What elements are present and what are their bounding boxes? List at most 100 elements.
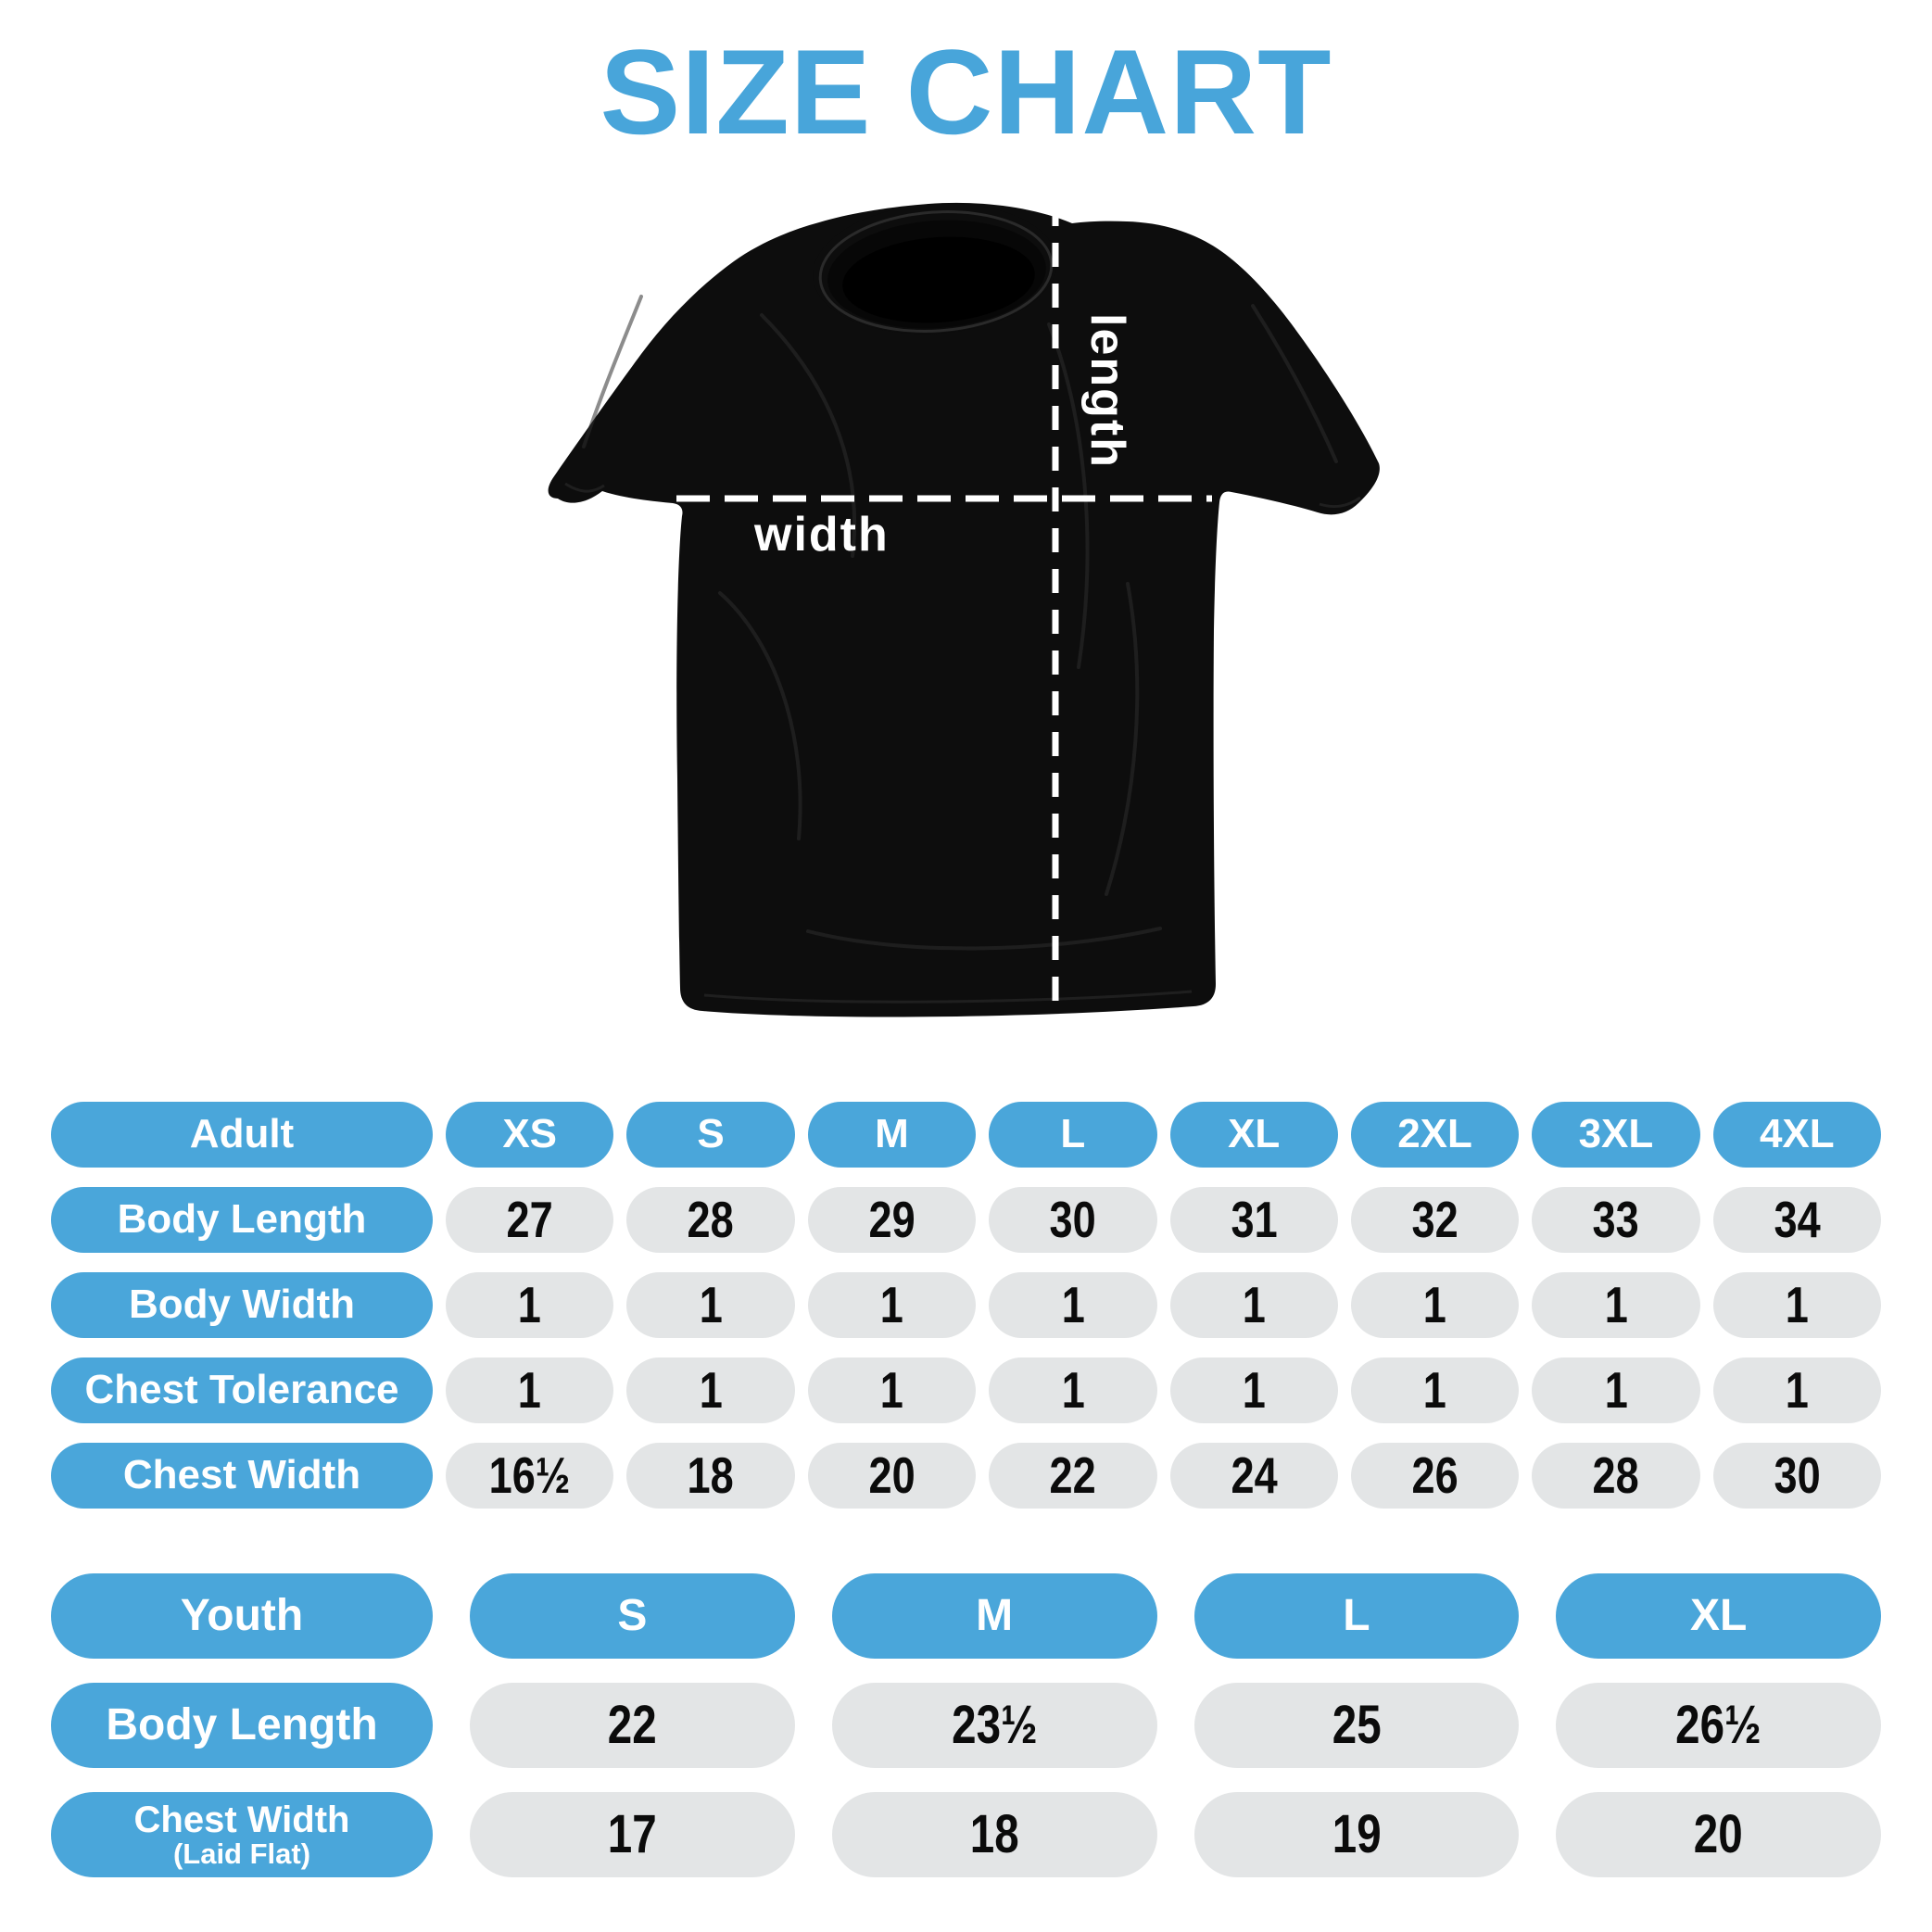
cell-text: 17 [607, 1803, 657, 1864]
cell-text: 22 [1049, 1446, 1096, 1504]
youth-row-label-chest-width: Chest Width (Laid Flat) [51, 1792, 433, 1877]
cell-text: 18 [969, 1803, 1019, 1864]
tshirt-diagram: length width [530, 148, 1410, 1033]
cell-text: 29 [868, 1190, 915, 1248]
adult-value-cell: 1 [807, 1357, 977, 1423]
youth-value-cell: 23½ [831, 1683, 1157, 1768]
adult-value-cell: 31 [1169, 1187, 1338, 1253]
cell-text: 30 [1049, 1190, 1096, 1248]
adult-value-cell: 1 [1532, 1357, 1700, 1423]
youth-size-header-xl: XL [1556, 1573, 1881, 1659]
cell-text: 1 [518, 1275, 542, 1333]
cell-text: 18 [687, 1446, 735, 1504]
adult-value-cell: 1 [446, 1272, 614, 1338]
youth-size-table: Youth S M L XL Body Length 22 23½ 25 26½… [51, 1573, 1881, 1877]
adult-value-cell: 29 [807, 1187, 977, 1253]
adult-value-cell: 1 [626, 1357, 795, 1423]
youth-table-title-pill: Youth [51, 1573, 433, 1659]
adult-row-label-chest-tolerance: Chest Tolerance [51, 1357, 433, 1423]
cell-text: 33 [1592, 1190, 1640, 1248]
adult-value-cell: 34 [1712, 1187, 1881, 1253]
youth-row-label-body-length: Body Length [51, 1683, 433, 1768]
page-title: SIZE CHART [600, 24, 1332, 159]
adult-size-header-s: S [626, 1102, 795, 1168]
adult-size-header-m: M [807, 1102, 977, 1168]
hem-stitching [564, 482, 1361, 1004]
measurement-annotations: length width [676, 202, 1212, 1008]
adult-size-header-3xl: 3XL [1532, 1102, 1700, 1168]
adult-size-header-4xl: 4XL [1712, 1102, 1881, 1168]
cell-text: 22 [607, 1694, 657, 1755]
cell-text: 16½ [488, 1446, 571, 1504]
cell-text: 23½ [951, 1694, 1038, 1755]
cell-text: 19 [1332, 1803, 1382, 1864]
cell-text: 1 [1242, 1275, 1266, 1333]
youth-size-header-l: L [1193, 1573, 1520, 1659]
adult-size-header-2xl: 2XL [1350, 1102, 1520, 1168]
cell-text: 25 [1332, 1694, 1382, 1755]
youth-value-cell: 19 [1193, 1792, 1520, 1877]
cell-text: 28 [1592, 1446, 1640, 1504]
youth-value-cell: 17 [470, 1792, 795, 1877]
cell-text: 28 [687, 1190, 735, 1248]
cell-text: 1 [699, 1360, 723, 1419]
length-label: length [1080, 313, 1134, 469]
cell-text: 1 [1242, 1360, 1266, 1419]
cell-text: 1 [879, 1275, 903, 1333]
adult-value-cell: 24 [1169, 1443, 1338, 1509]
cell-text: 30 [1774, 1446, 1821, 1504]
cell-text: 1 [1423, 1275, 1447, 1333]
adult-value-cell: 26 [1350, 1443, 1520, 1509]
adult-value-cell: 30 [1712, 1443, 1881, 1509]
adult-value-cell: 1 [1350, 1272, 1520, 1338]
adult-value-cell: 1 [1712, 1357, 1881, 1423]
adult-value-cell: 1 [626, 1272, 795, 1338]
adult-value-cell: 1 [989, 1357, 1157, 1423]
cell-text: 1 [1785, 1360, 1809, 1419]
adult-value-cell: 1 [989, 1272, 1157, 1338]
cell-text: 1 [1785, 1275, 1809, 1333]
adult-value-cell: 33 [1532, 1187, 1700, 1253]
tshirt-svg: length width [548, 202, 1380, 1017]
adult-value-cell: 1 [1350, 1357, 1520, 1423]
adult-value-cell: 27 [446, 1187, 614, 1253]
adult-value-cell: 18 [626, 1443, 795, 1509]
cell-text: 32 [1411, 1190, 1458, 1248]
adult-value-cell: 1 [1712, 1272, 1881, 1338]
adult-size-header-xl: XL [1169, 1102, 1338, 1168]
adult-row-label-body-width: Body Width [51, 1272, 433, 1338]
cell-text: 20 [1694, 1803, 1744, 1864]
tee-body [548, 202, 1380, 1017]
adult-size-table: Adult XS S M L XL 2XL 3XL 4XL Body Lengt… [51, 1102, 1881, 1509]
adult-value-cell: 1 [1169, 1357, 1338, 1423]
adult-table-title-pill: Adult [51, 1102, 433, 1168]
cell-text: 1 [1423, 1360, 1447, 1419]
two-line-label: Chest Width (Laid Flat) [134, 1800, 350, 1870]
cell-text: 31 [1231, 1190, 1278, 1248]
label-line-2: (Laid Flat) [172, 1837, 311, 1870]
adult-value-cell: 28 [1532, 1443, 1700, 1509]
adult-size-header-l: L [989, 1102, 1157, 1168]
cell-text: 1 [1604, 1360, 1628, 1419]
cell-text: 26 [1411, 1446, 1458, 1504]
youth-value-cell: 26½ [1556, 1683, 1881, 1768]
adult-value-cell: 1 [807, 1272, 977, 1338]
adult-value-cell: 22 [989, 1443, 1157, 1509]
cell-text: 24 [1231, 1446, 1278, 1504]
cell-text: 1 [518, 1360, 542, 1419]
youth-size-header-s: S [470, 1573, 795, 1659]
cell-text: 27 [506, 1190, 553, 1248]
adult-value-cell: 30 [989, 1187, 1157, 1253]
adult-row-label-body-length: Body Length [51, 1187, 433, 1253]
youth-value-cell: 25 [1193, 1683, 1520, 1768]
collar-stitch-ring [818, 210, 1054, 333]
cell-text: 1 [1061, 1275, 1085, 1333]
adult-value-cell: 1 [1532, 1272, 1700, 1338]
adult-value-cell: 28 [626, 1187, 795, 1253]
tshirt-silhouette [548, 202, 1380, 1017]
label-line-1: Chest Width [133, 1799, 350, 1840]
collar-opening [842, 236, 1035, 323]
cell-text: 1 [1604, 1275, 1628, 1333]
cell-text: 1 [1061, 1360, 1085, 1419]
